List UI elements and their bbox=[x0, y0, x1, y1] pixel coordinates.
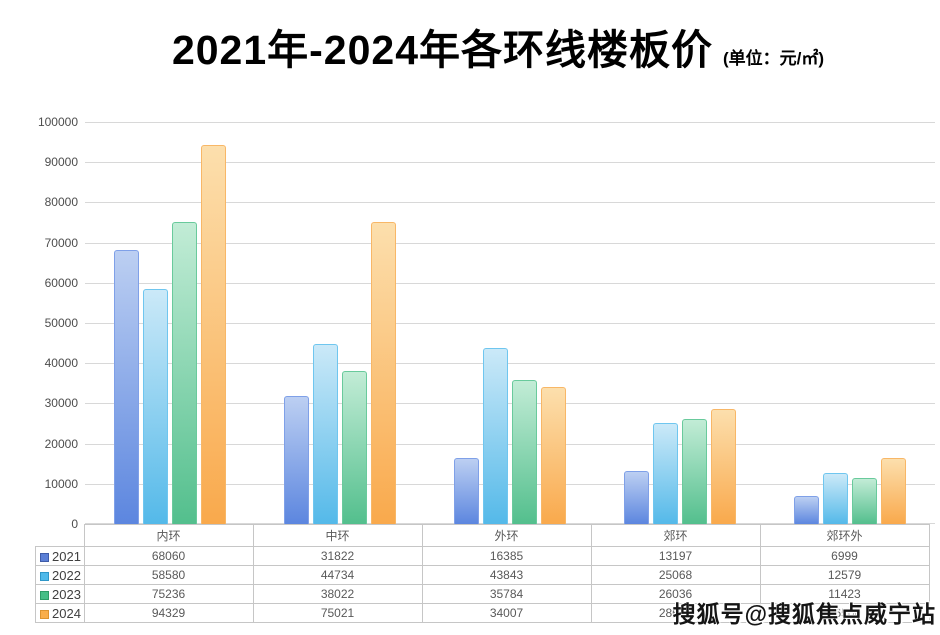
page-title: 2021年-2024年各环线楼板价 bbox=[171, 27, 714, 73]
plot-area bbox=[85, 122, 935, 524]
legend-key-swatch bbox=[40, 552, 49, 562]
legend-series-label: 2023 bbox=[52, 586, 81, 602]
bar-2024 bbox=[371, 222, 396, 524]
y-axis-label: 80000 bbox=[44, 195, 78, 210]
value-cell: 28647 bbox=[590, 603, 761, 623]
bar-group bbox=[765, 122, 935, 524]
legend-cell: 2023 bbox=[35, 584, 85, 604]
bar-group bbox=[255, 122, 425, 524]
watermark: 搜狐号@搜狐焦点威宁站 bbox=[672, 601, 936, 627]
category-header-row: 内环 中环 外环 郊环 郊环外 bbox=[36, 524, 930, 547]
bar-2022 bbox=[483, 348, 508, 524]
legend-cell: 2021 bbox=[35, 546, 85, 566]
bar-2022 bbox=[823, 473, 848, 524]
grid-line bbox=[85, 242, 935, 244]
table-row: 2021 68060 31822 16385 13197 6999 bbox=[35, 546, 930, 566]
grid-line bbox=[85, 443, 935, 445]
y-axis-label: 90000 bbox=[44, 155, 78, 170]
bar-2024 bbox=[201, 145, 226, 524]
y-axis-label: 30000 bbox=[44, 396, 78, 411]
bar-2023 bbox=[852, 478, 877, 524]
grid-line bbox=[85, 282, 935, 284]
table-row: 2022 58580 44734 43843 25068 12579 bbox=[35, 565, 930, 585]
bar-2022 bbox=[143, 289, 168, 524]
value-cell: 44734 bbox=[252, 565, 423, 585]
value-cell: 75021 bbox=[252, 603, 423, 623]
value-cell: 6999 bbox=[759, 546, 930, 566]
category-cell: 外环 bbox=[421, 524, 592, 547]
value-cell: 16500 bbox=[759, 603, 930, 623]
category-cell: 内环 bbox=[83, 524, 254, 547]
grid-line bbox=[85, 403, 935, 405]
bar-2021 bbox=[624, 471, 649, 524]
table-row: 2024 94329 75021 34007 28647 16500 bbox=[35, 603, 930, 623]
y-axis: 0 10000 20000 30000 40000 50000 60000 70000 8000… bbox=[0, 116, 78, 530]
y-axis-label: 60000 bbox=[44, 275, 78, 290]
table-corner-spacer bbox=[36, 525, 85, 547]
bar-2021 bbox=[114, 250, 139, 524]
y-axis-label: 70000 bbox=[44, 235, 78, 250]
value-cell: 31822 bbox=[252, 546, 423, 566]
y-axis-label: 40000 bbox=[44, 356, 78, 371]
bar-2021 bbox=[284, 396, 309, 524]
grid-line bbox=[85, 363, 935, 365]
bar-2023 bbox=[682, 419, 707, 524]
value-cell: 25068 bbox=[590, 565, 761, 585]
bar-group bbox=[595, 122, 765, 524]
data-table: 内环 中环 外环 郊环 郊环外 2021 68060 31822 16385 13197 6999 2… bbox=[35, 524, 930, 623]
grid-line bbox=[85, 323, 935, 324]
value-cell: 58580 bbox=[83, 565, 254, 585]
category-cell: 中环 bbox=[252, 524, 423, 547]
value-cell: 68060 bbox=[83, 546, 254, 566]
title-unit-label: (单位：元/㎡) bbox=[723, 49, 825, 68]
y-axis-label: 50000 bbox=[44, 316, 78, 330]
bar-group bbox=[425, 122, 595, 524]
bar-2021 bbox=[794, 496, 819, 524]
value-cell: 12579 bbox=[759, 565, 930, 585]
value-cell: 94329 bbox=[83, 603, 254, 623]
legend-key-swatch bbox=[40, 571, 49, 581]
bar-2024 bbox=[711, 409, 736, 524]
grid-line bbox=[85, 523, 935, 524]
value-cell: 26036 bbox=[590, 584, 761, 604]
value-cell: 16385 bbox=[421, 546, 592, 566]
legend-series-label: 2021 bbox=[52, 548, 81, 564]
value-cell: 35784 bbox=[421, 584, 592, 604]
grid-line bbox=[85, 483, 935, 485]
bar-2022 bbox=[313, 344, 338, 524]
bar-2022 bbox=[653, 423, 678, 524]
value-cell: 75236 bbox=[83, 584, 254, 604]
legend-key-swatch bbox=[40, 609, 49, 619]
y-axis-label: 0 bbox=[71, 517, 78, 531]
y-axis-label: 20000 bbox=[44, 436, 78, 451]
category-cell: 郊环 bbox=[590, 524, 761, 547]
value-cell: 43843 bbox=[421, 565, 592, 585]
bar-2024 bbox=[541, 387, 566, 524]
bar-2024 bbox=[881, 458, 906, 524]
legend-key-swatch bbox=[40, 590, 49, 600]
bar-group bbox=[85, 122, 255, 524]
grid-line bbox=[85, 162, 935, 164]
category-cell: 郊环外 bbox=[759, 524, 930, 547]
legend-series-label: 2022 bbox=[52, 567, 81, 583]
bar-2021 bbox=[454, 458, 479, 524]
value-cell: 34007 bbox=[421, 603, 592, 623]
bar-2023 bbox=[512, 380, 537, 524]
y-axis-label: 100000 bbox=[37, 115, 78, 129]
legend-cell: 2022 bbox=[35, 565, 85, 585]
bar-2023 bbox=[172, 222, 197, 524]
legend-series-label: 2024 bbox=[52, 605, 81, 621]
grid-line bbox=[85, 122, 935, 123]
y-axis-label: 10000 bbox=[44, 476, 78, 491]
legend-cell: 2024 bbox=[35, 603, 85, 623]
value-cell: 38022 bbox=[252, 584, 423, 604]
bar-2023 bbox=[342, 371, 367, 524]
grid-line bbox=[85, 202, 935, 204]
value-cell: 13197 bbox=[590, 546, 761, 566]
chart-header: 2021年-2024年各环线楼板价 (单位：元/㎡) bbox=[28, 16, 940, 76]
